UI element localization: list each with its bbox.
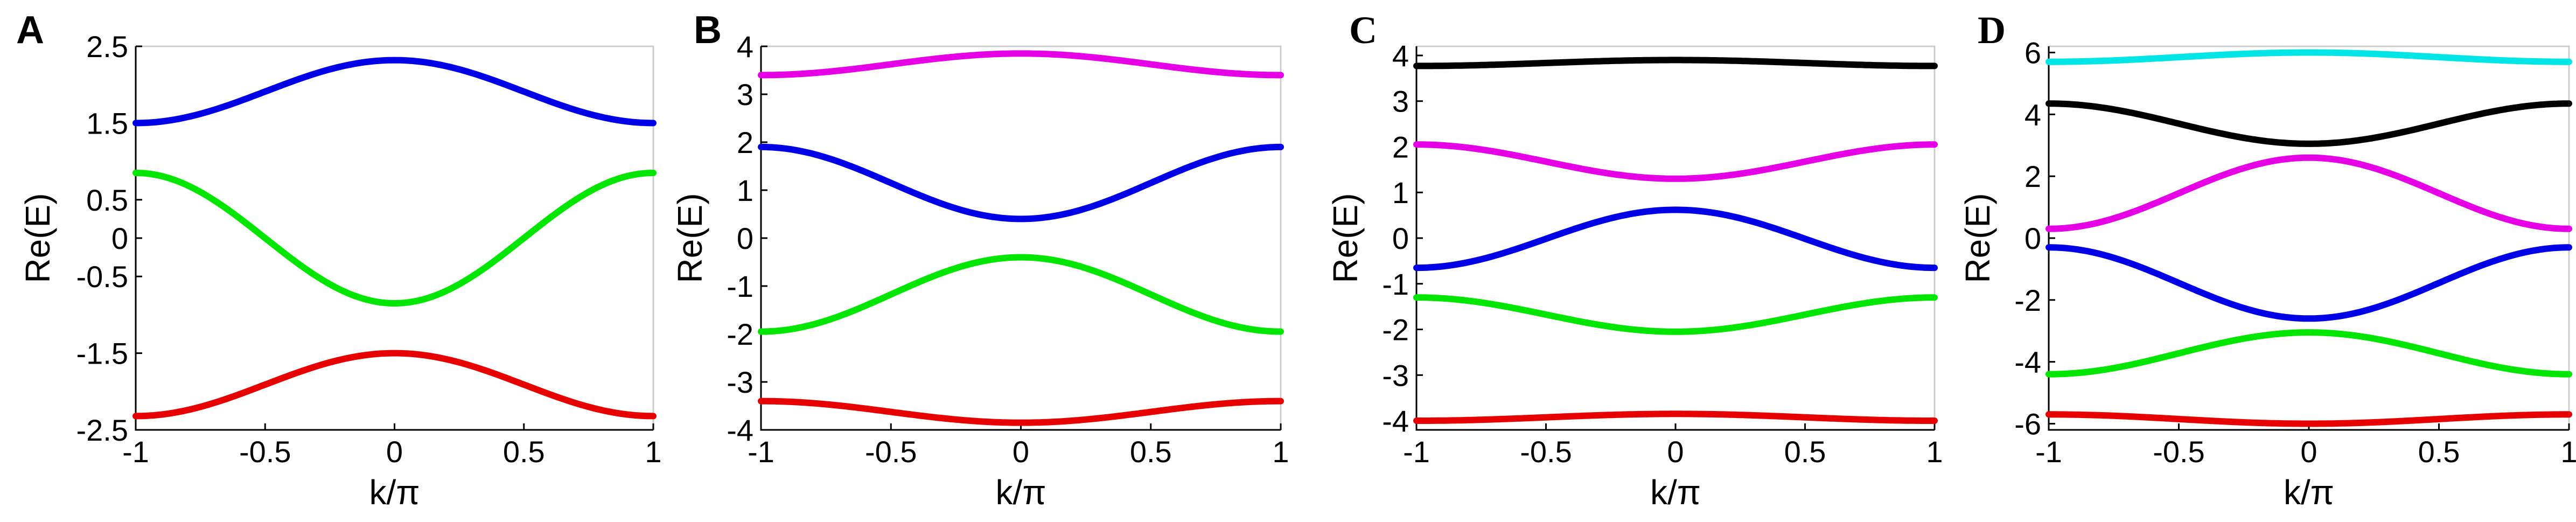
series-line-band-2 — [1413, 294, 1938, 335]
y-tick-label: 1.5 — [86, 106, 128, 140]
x-tick-label: 1 — [2560, 435, 2576, 469]
y-tick-label: -1.5 — [76, 337, 129, 371]
y-tick-label: 0 — [737, 221, 753, 255]
series-line-band-1 — [2046, 411, 2572, 427]
series-line-band-2 — [2046, 329, 2572, 378]
y-tick-label: -0.5 — [76, 260, 129, 294]
y-tick-label: 4 — [737, 30, 753, 64]
y-tick-label: 0 — [1392, 221, 1409, 255]
series-line-band-3 — [132, 57, 657, 127]
y-tick-label: -2 — [2014, 283, 2041, 317]
y-tick-label: 0 — [111, 221, 128, 255]
plot-frame — [135, 45, 654, 431]
y-tick-label: -1 — [1382, 267, 1409, 301]
series-line-band-2 — [758, 254, 1284, 335]
panel-a: A -1 -0.5 0 0.5 1 2.5 1.5 0.5 0 -0.5 -1.5 -2.5 k/π Re(… — [16, 9, 662, 512]
series-line-band-4 — [2046, 154, 2572, 232]
y-tick-label: 6 — [2025, 36, 2041, 69]
y-tick-label: 0 — [2025, 221, 2041, 255]
y-tick-label: 0.5 — [86, 183, 128, 217]
x-tick-label: -0.5 — [239, 435, 291, 469]
y-tick-label: -1 — [727, 269, 753, 303]
y-axis-label: Re(E) — [1326, 193, 1365, 283]
panel-letter: A — [16, 9, 44, 52]
y-tick-label: -2.5 — [76, 413, 129, 447]
series-line-band-4 — [1413, 141, 1938, 182]
panel-letter: B — [694, 9, 722, 52]
axes — [1415, 46, 1935, 431]
y-tick-label: -4 — [1382, 404, 1409, 438]
x-tick-label: -1 — [2035, 435, 2062, 469]
y-tick-label: 3 — [737, 78, 753, 112]
series-line-band-2 — [132, 170, 657, 307]
series-line-band-1 — [758, 398, 1284, 426]
series-line-band-6 — [2046, 49, 2572, 65]
series-line-band-1 — [1413, 410, 1938, 424]
plot-frame — [1415, 45, 1936, 431]
axes — [2048, 46, 2569, 431]
panel-b: B -1 -0.5 0 0.5 1 4 3 2 1 0 -1 -2 -3 -4 k/π Re(E) — [671, 9, 1289, 512]
x-tick-label: 0.5 — [1784, 435, 1826, 469]
x-axis-label: k/π — [996, 473, 1046, 512]
y-tick-label: 4 — [2025, 98, 2041, 131]
axes — [135, 46, 653, 431]
x-tick-label: 0 — [1667, 435, 1684, 469]
x-tick-label: 0.5 — [503, 435, 545, 469]
x-tick-label: 1 — [645, 435, 661, 469]
series-line-band-5 — [1413, 57, 1938, 69]
panel-d: D -1 -0.5 0 0.5 1 6 4 2 0 -2 -4 -6 k/π Re(E) — [1958, 9, 2576, 512]
x-axis-label: k/π — [369, 473, 420, 512]
y-tick-label: -3 — [1382, 358, 1409, 392]
x-tick-label: -0.5 — [1520, 435, 1572, 469]
series-line-band-3 — [758, 143, 1284, 222]
y-axis-label: Re(E) — [1958, 193, 1997, 283]
y-axis-label: Re(E) — [671, 193, 709, 283]
series-line-band-4 — [758, 50, 1284, 79]
series-line-band-3 — [2046, 244, 2572, 322]
x-tick-label: 0 — [2300, 435, 2317, 469]
y-tick-label: 2.5 — [86, 30, 128, 64]
plot-frame — [760, 45, 1282, 431]
y-tick-label: 3 — [1392, 85, 1409, 119]
y-tick-label: -3 — [727, 365, 753, 399]
y-tick-label: 1 — [1392, 176, 1409, 210]
axes — [760, 46, 1281, 431]
x-tick-label: 1 — [1272, 435, 1289, 469]
x-axis-label: k/π — [1650, 473, 1701, 512]
plot-frame — [2048, 45, 2570, 431]
y-tick-label: 2 — [1392, 130, 1409, 164]
x-tick-label: 1 — [1926, 435, 1943, 469]
series-line-band-1 — [132, 350, 657, 420]
y-tick-label: -4 — [2014, 345, 2041, 379]
y-tick-label: 4 — [1392, 39, 1409, 73]
x-tick-label: -0.5 — [2153, 435, 2205, 469]
x-tick-label: 0 — [1013, 435, 1029, 469]
y-axis-label: Re(E) — [18, 193, 57, 283]
x-tick-label: -1 — [122, 435, 149, 469]
x-axis-label: k/π — [2284, 473, 2334, 512]
panel-letter: C — [1349, 9, 1377, 52]
y-tick-label: 1 — [737, 173, 753, 207]
panel-c: C -1 -0.5 0 0.5 1 4 3 2 1 0 -1 -2 -3 -4 k/π Re(E) — [1326, 9, 1943, 512]
x-tick-label: 0 — [386, 435, 403, 469]
x-tick-label: 0.5 — [2418, 435, 2460, 469]
y-tick-label: -2 — [1382, 313, 1409, 347]
x-tick-label: -0.5 — [865, 435, 917, 469]
x-tick-label: -1 — [748, 435, 774, 469]
y-tick-label: 2 — [737, 126, 753, 159]
panel-letter: D — [1978, 9, 2006, 52]
series-line-band-3 — [1413, 206, 1938, 272]
y-tick-label: -6 — [2014, 407, 2041, 441]
series-line-band-5 — [2046, 100, 2572, 147]
y-tick-label: 2 — [2025, 159, 2041, 193]
x-tick-label: -1 — [1403, 435, 1430, 469]
y-tick-label: -2 — [727, 317, 753, 351]
y-tick-label: -4 — [727, 413, 753, 447]
x-tick-label: 0.5 — [1130, 435, 1172, 469]
